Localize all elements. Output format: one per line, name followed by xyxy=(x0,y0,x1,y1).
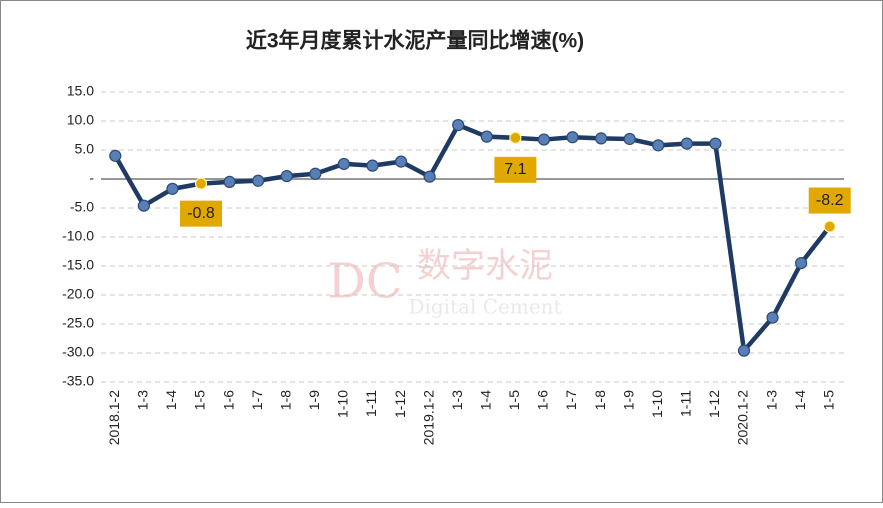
y-tick-label: -35.0 xyxy=(62,373,94,389)
x-tick-label: 1-11 xyxy=(678,390,694,417)
marker xyxy=(166,182,179,195)
x-tick-label: 1-3 xyxy=(763,390,779,410)
y-tick-label: 15.0 xyxy=(67,83,94,99)
highlight-marker xyxy=(823,220,836,233)
y-tick-label: - xyxy=(89,170,94,186)
marker xyxy=(452,118,465,132)
x-tick-label: 2019.1-2 xyxy=(420,390,436,445)
x-tick-label: 1-9 xyxy=(306,390,322,410)
watermark-name: 数字水泥 xyxy=(417,247,553,285)
x-tick-label: 1-10 xyxy=(335,390,351,418)
marker xyxy=(252,174,265,187)
x-tick-label: 2020.1-2 xyxy=(735,390,751,445)
y-tick-label: 10.0 xyxy=(67,112,94,128)
x-tick-label: 2018.1-2 xyxy=(106,390,122,445)
marker xyxy=(223,175,236,188)
data-label: -8.2 xyxy=(808,187,851,214)
marker xyxy=(566,131,579,144)
watermark-name-en: Digital Cement xyxy=(408,295,561,319)
marker xyxy=(394,155,408,168)
x-tick-label: 1-5 xyxy=(506,390,522,410)
marker xyxy=(623,132,636,146)
marker xyxy=(537,133,551,146)
marker xyxy=(337,157,351,171)
x-tick-label: 1-10 xyxy=(649,390,665,418)
x-tick-label: 1-8 xyxy=(592,390,608,410)
x-tick-label: 1-12 xyxy=(392,390,408,418)
x-tick-label: 1-8 xyxy=(277,390,293,410)
x-tick-label: 1-4 xyxy=(163,390,179,410)
marker xyxy=(594,132,608,145)
y-tick-label: -5.0 xyxy=(70,199,94,215)
marker xyxy=(737,344,751,357)
chart-title: 近3年月度累计水泥产量同比增速(%) xyxy=(246,29,584,53)
data-label: -0.8 xyxy=(180,200,223,227)
x-tick-label: 1-6 xyxy=(535,390,551,410)
x-tick-label: 1-5 xyxy=(820,390,836,410)
x-tick-label: 1-7 xyxy=(563,390,579,410)
x-tick-label: 1-4 xyxy=(792,390,808,410)
x-tick-label: 1-12 xyxy=(706,390,722,418)
y-tick-label: -25.0 xyxy=(62,315,94,331)
data-label-box xyxy=(180,200,223,227)
marker xyxy=(652,139,665,152)
data-label-text: -0.8 xyxy=(187,205,215,222)
y-tick-label: -30.0 xyxy=(62,344,94,360)
x-tick-label: 1-7 xyxy=(249,390,265,410)
x-tick-label: 1-9 xyxy=(620,390,636,410)
x-tick-label: 1-4 xyxy=(477,390,493,410)
y-tick-label: -20.0 xyxy=(62,286,94,302)
x-tick-label: 1-3 xyxy=(135,390,151,410)
highlight-marker xyxy=(194,177,208,190)
marker xyxy=(423,170,436,183)
data-label-box xyxy=(808,187,851,214)
x-tick-label: 1-3 xyxy=(449,390,465,410)
marker xyxy=(480,130,493,143)
marker xyxy=(766,311,779,324)
y-tick-label: 5.0 xyxy=(75,141,95,157)
y-tick-label: -15.0 xyxy=(62,257,94,273)
data-label: 7.1 xyxy=(494,156,537,183)
marker xyxy=(709,137,722,150)
marker xyxy=(366,159,379,172)
marker xyxy=(309,167,322,180)
y-tick-label: -10.0 xyxy=(62,228,94,244)
watermark: DC 数字水泥 Digital Cement xyxy=(327,247,561,319)
x-tick-label: 1-5 xyxy=(192,390,208,410)
data-label-text: 7.1 xyxy=(504,161,526,178)
x-tick-label: 1-11 xyxy=(363,390,379,417)
marker xyxy=(137,199,150,212)
marker xyxy=(680,137,693,150)
marker xyxy=(795,257,808,270)
marker xyxy=(109,149,122,162)
watermark-logo: DC xyxy=(327,254,402,310)
x-tick-label: 1-6 xyxy=(220,390,236,410)
marker xyxy=(280,170,293,183)
data-label-text: -8.2 xyxy=(816,192,844,209)
data-label-box xyxy=(494,156,537,183)
highlight-marker xyxy=(509,131,522,144)
